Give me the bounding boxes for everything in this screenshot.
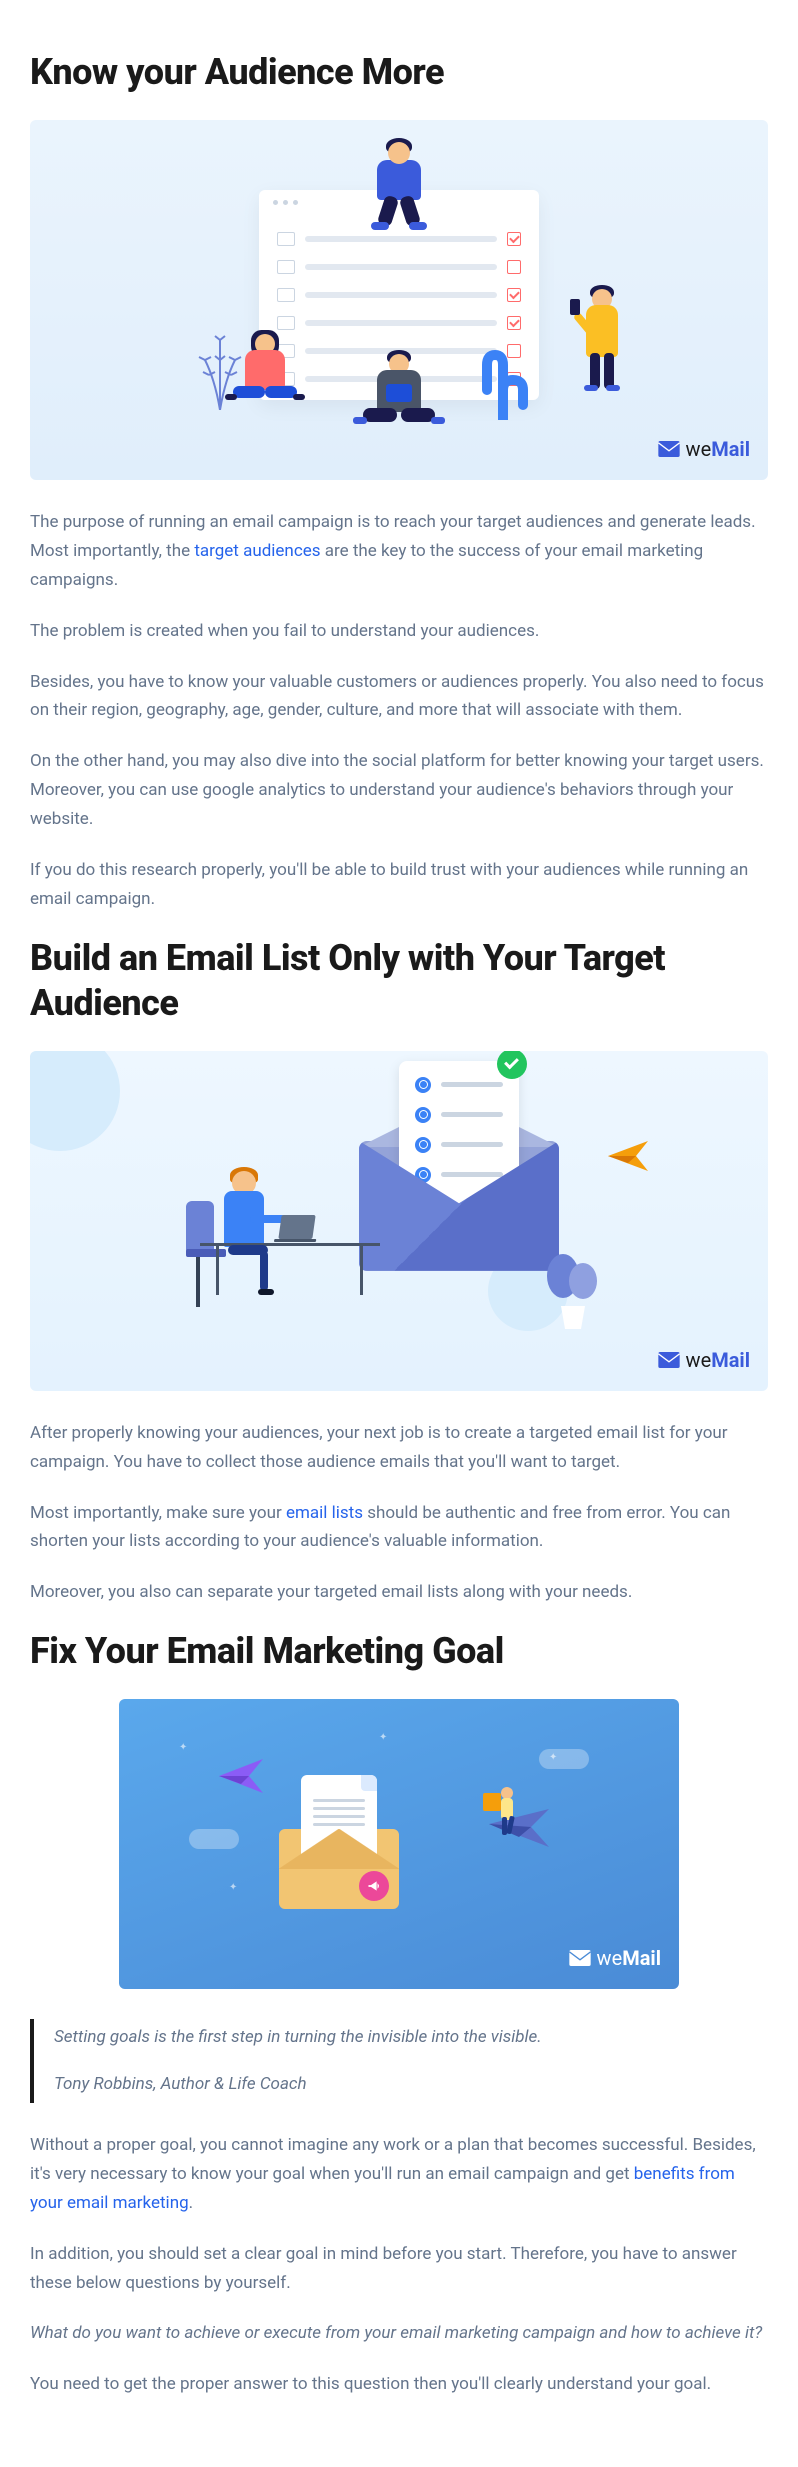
quote-text: Setting goals is the first step in turni… [54, 2023, 768, 2052]
wemail-brand: weMail [658, 432, 750, 466]
body-paragraph: Without a proper goal, you cannot imagin… [30, 2131, 768, 2218]
body-paragraph: If you do this research properly, you'll… [30, 856, 768, 914]
illustration-email-list: weMail [30, 1051, 768, 1391]
paper-plane-icon [219, 1759, 263, 1793]
body-paragraph: Besides, you have to know your valuable … [30, 668, 768, 726]
blockquote: Setting goals is the first step in turni… [30, 2019, 768, 2103]
envelope-icon [569, 1950, 591, 1966]
envelope-graphic [359, 1141, 559, 1271]
body-paragraph-italic: What do you want to achieve or execute f… [30, 2319, 768, 2348]
potted-plant-icon [543, 1251, 603, 1331]
wemail-brand: weMail [658, 1343, 750, 1377]
checkmark-badge-icon [497, 1051, 527, 1079]
plant-icon [195, 330, 245, 410]
person-reading-center [377, 370, 421, 412]
cactus-icon [473, 350, 533, 420]
body-paragraph: You need to get the proper answer to thi… [30, 2370, 768, 2399]
body-paragraph: After properly knowing your audiences, y… [30, 1419, 768, 1477]
body-paragraph: Most importantly, make sure your email l… [30, 1499, 768, 1557]
envelope-icon [658, 1352, 680, 1368]
envelope-document-graphic [279, 1829, 399, 1909]
envelope-icon [658, 441, 680, 457]
body-paragraph: The purpose of running an email campaign… [30, 508, 768, 595]
person-sitting-top [377, 160, 421, 200]
section-heading: Build an Email List Only with Your Targe… [30, 936, 768, 1026]
person-standing-right [586, 305, 618, 357]
section-heading: Know your Audience More [30, 50, 768, 95]
section-heading: Fix Your Email Marketing Goal [30, 1629, 768, 1674]
quote-citation: Tony Robbins, Author & Life Coach [54, 2070, 768, 2099]
illustration-marketing-goal: ✦ ✦ ✦ ✦ weMail [119, 1699, 679, 1989]
body-paragraph: Moreover, you also can separate your tar… [30, 1578, 768, 1607]
wemail-brand: weMail [569, 1941, 661, 1975]
person-sitting-left [245, 350, 285, 390]
email-lists-link[interactable]: email lists [286, 1503, 363, 1523]
body-paragraph: The problem is created when you fail to … [30, 617, 768, 646]
paper-plane-icon [608, 1141, 648, 1171]
illustration-know-audience: weMail [30, 120, 768, 480]
target-audiences-link[interactable]: target audiences [194, 541, 320, 561]
laptop-icon [278, 1215, 315, 1239]
body-paragraph: In addition, you should set a clear goal… [30, 2240, 768, 2298]
person-flying-plane [489, 1809, 549, 1860]
body-paragraph: On the other hand, you may also dive int… [30, 747, 768, 834]
